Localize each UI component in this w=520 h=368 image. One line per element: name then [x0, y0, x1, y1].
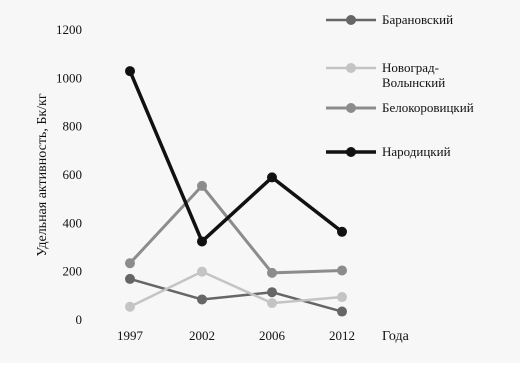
data-point [125, 301, 135, 312]
legend-label: Народицкий [382, 144, 451, 159]
series-line [128, 184, 343, 275]
legend-label: Новоград-Волынский [382, 60, 445, 90]
legend: Барановский Новоград-Волынский Белокоровиц… [326, 12, 474, 159]
x-tick-label: 1997 [117, 328, 144, 343]
y-tick-label: 800 [63, 119, 83, 134]
data-point [125, 273, 135, 284]
data-point [197, 266, 207, 277]
legend-swatch-marker [346, 63, 356, 73]
y-tick-label: 200 [63, 264, 83, 279]
data-point [267, 287, 277, 298]
y-axis-ticks: 0 200 400 600 800 1000 1200 [56, 22, 82, 327]
data-point [267, 172, 277, 183]
y-tick-label: 1200 [56, 22, 82, 37]
data-point [197, 294, 207, 305]
x-tick-label: 2006 [259, 328, 286, 343]
data-point [337, 292, 347, 303]
series-line [128, 70, 344, 244]
legend-swatch-marker [346, 15, 356, 25]
data-point [337, 226, 347, 237]
y-tick-label: 0 [76, 312, 83, 327]
y-axis-title: Удельная активность, Бк/кг [35, 93, 50, 256]
series-layer [125, 66, 347, 317]
data-point [337, 265, 347, 276]
x-axis-ticks: 1997 2002 2006 2012 [117, 328, 355, 343]
data-point [267, 267, 277, 278]
legend-label: Барановский [382, 12, 453, 27]
x-tick-label: 2012 [329, 328, 355, 343]
legend-label: Белокоровицкий [382, 100, 474, 115]
y-tick-label: 1000 [56, 70, 82, 85]
x-axis-title: Года [382, 329, 410, 344]
legend-swatch-marker [346, 147, 356, 157]
y-tick-label: 400 [63, 215, 83, 230]
data-point [267, 298, 277, 309]
data-point [125, 66, 135, 77]
x-tick-label: 2002 [189, 328, 215, 343]
data-point [337, 306, 347, 317]
data-point [197, 180, 207, 191]
series-line [129, 277, 343, 313]
data-point [125, 258, 135, 269]
data-point [197, 236, 207, 247]
y-tick-label: 600 [63, 167, 83, 182]
series-line [129, 270, 343, 308]
legend-swatch-marker [346, 103, 356, 113]
